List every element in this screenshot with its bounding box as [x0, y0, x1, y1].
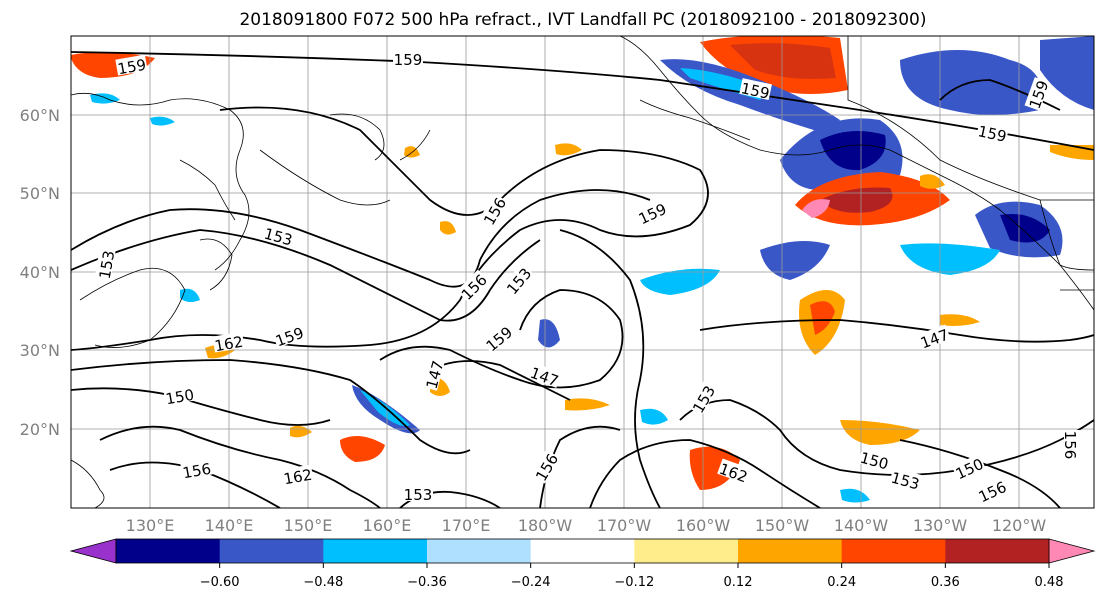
colorbar-extend-max [1048, 538, 1096, 564]
contour-label-bg [974, 476, 1009, 504]
graticule [71, 36, 1094, 508]
contour-label-bg [421, 357, 445, 391]
map-frame [70, 35, 1095, 509]
lat-label: 50°N [20, 184, 60, 203]
contour-label-bg [717, 458, 751, 484]
colorbar-segment [738, 539, 843, 563]
contour-label: 162 [213, 333, 244, 356]
colorbar-tick-label: 0.24 [827, 575, 856, 590]
contour-label: 159 [116, 56, 147, 79]
contour-label-bg [1064, 430, 1080, 460]
contour-label-bg [634, 198, 669, 226]
colorbar-segment [323, 539, 428, 563]
lon-label: 130°W [913, 516, 968, 535]
colorbar-segment [945, 539, 1050, 563]
colorbar-tick-label: −0.60 [200, 575, 240, 590]
contour-label-bg [889, 467, 923, 491]
colorbar-tick-label: 0.48 [1035, 575, 1064, 590]
contour-label-bg [951, 453, 986, 481]
lon-label: 170°W [597, 516, 652, 535]
contour-label-bg [858, 447, 892, 471]
contour-label-bg [687, 381, 717, 416]
lon-label: 150°W [755, 516, 810, 535]
latitude-labels: 60°N 50°N 40°N 30°N 20°N [20, 106, 60, 439]
contour-label: 159 [394, 51, 423, 69]
lat-label: 20°N [20, 420, 60, 439]
map-area: 159 1591591591591591591591561561561561561… [71, 36, 1094, 508]
contour-label: 150 [164, 386, 195, 409]
colorbar-segment [634, 539, 739, 563]
figure-title: 2018091800 F072 500 hPa refract., IVT La… [239, 10, 926, 30]
contour-label-bg [272, 322, 306, 348]
lon-label: 170°E [442, 516, 491, 535]
colorbar-segment [530, 539, 635, 563]
contour-label: 159 [739, 79, 771, 103]
colorbar-frame [115, 538, 1050, 564]
contour-label-bg [212, 331, 245, 353]
colorbar-tick-label: 0.12 [724, 575, 753, 590]
contour-label-bg [481, 321, 515, 354]
contour-label-bg [1024, 77, 1050, 111]
contour-label-bg [976, 121, 1009, 144]
contour-label-bg [528, 362, 562, 388]
lat-label: 60°N [20, 106, 60, 125]
lon-label: 160°W [676, 516, 731, 535]
contour-label: 156 [1061, 431, 1079, 460]
contour-label-bg [262, 223, 296, 247]
contour-label-bg [917, 324, 951, 350]
lon-label: 140°E [205, 516, 254, 535]
contour-label-bg [403, 485, 433, 501]
contour-lines [71, 51, 1094, 508]
contour-label: 156 [181, 460, 212, 483]
lon-label: 180°W [518, 516, 573, 535]
colorbar-segment [116, 539, 221, 563]
contour-label-bg [180, 458, 213, 480]
lon-label: 120°W [992, 516, 1047, 535]
contour-label: 162 [282, 466, 313, 489]
lon-label: 140°W [834, 516, 889, 535]
colorbar-tick-label: −0.36 [407, 575, 447, 590]
contour-label: 153 [96, 249, 119, 280]
colorbar-tick-label: −0.48 [303, 575, 343, 590]
contour-label: 159 [976, 122, 1008, 146]
longitude-labels: 130°E 140°E 150°E 160°E 170°E 180°W 170°… [126, 516, 1047, 535]
contour-label-bg [115, 54, 148, 76]
colorbar-tick-label: −0.12 [614, 575, 654, 590]
colorbar-tick-label: 0.36 [931, 575, 960, 590]
contour-label-bg [501, 263, 534, 297]
contour-label-bg [530, 449, 560, 484]
lat-label: 30°N [20, 341, 60, 360]
colorbar-segment [427, 539, 532, 563]
contour-label-bg [456, 269, 490, 303]
colorbar: −0.60 −0.48 −0.36 −0.24 −0.12 0.12 0.24 0.36 0.4… [69, 538, 1096, 590]
contour-label-bg [281, 464, 314, 486]
colorbar-segment [841, 539, 946, 563]
lat-label: 40°N [20, 263, 60, 282]
contour-labels: 159 1591591591591591591591561561561561561… [94, 50, 1080, 506]
contour-label: 153 [404, 486, 433, 504]
colorbar-extend-min [69, 538, 117, 564]
contour-label-bg [163, 384, 196, 406]
colorbar-segment [219, 539, 324, 563]
lon-label: 150°E [284, 516, 333, 535]
lon-label: 160°E [363, 516, 412, 535]
lon-label: 130°E [126, 516, 175, 535]
contour-label-bg [94, 248, 116, 281]
contour-label-bg [478, 193, 508, 228]
colorbar-tick-label: −0.24 [511, 575, 551, 590]
contour-label-bg [393, 50, 423, 66]
contour-label-bg [739, 78, 772, 101]
